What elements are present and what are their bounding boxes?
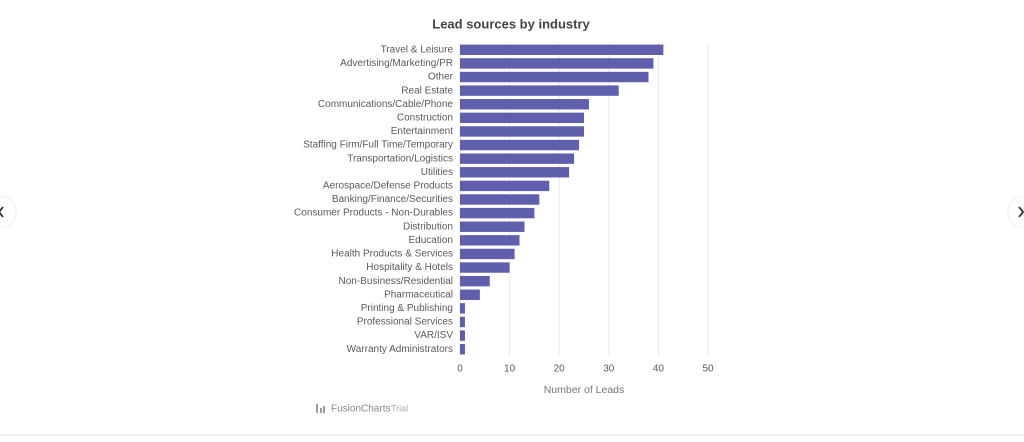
bar xyxy=(460,343,465,355)
watermark-icon xyxy=(316,404,325,413)
y-tick-label: VAR/ISV xyxy=(414,330,453,341)
x-tick-label: 0 xyxy=(457,364,463,375)
bar xyxy=(460,85,619,96)
y-tick-label: Non-Business/Residential xyxy=(338,276,453,287)
bar xyxy=(460,194,540,205)
bar xyxy=(460,289,480,300)
watermark-brand: FusionCharts xyxy=(331,404,390,415)
y-tick-label: Printing & Publishing xyxy=(361,303,453,314)
y-tick-label: Professional Services xyxy=(357,317,453,328)
bar xyxy=(460,167,570,178)
bar xyxy=(460,207,535,219)
x-tick-label: 20 xyxy=(554,364,566,375)
bar xyxy=(460,99,589,110)
y-tick-label: Banking/Finance/Securities xyxy=(332,194,453,205)
x-tick-label: 50 xyxy=(702,364,714,375)
y-tick-label: Education xyxy=(409,235,453,246)
y-tick-label: Distribution xyxy=(403,221,453,232)
y-tick-label: Entertainment xyxy=(391,126,453,137)
y-tick-label: Transportation/Logistics xyxy=(347,153,453,164)
bar xyxy=(460,153,575,164)
prev-button[interactable] xyxy=(0,195,17,229)
x-tick-label: 40 xyxy=(653,364,665,375)
bar xyxy=(460,235,520,246)
y-tick-label: Aerospace/Defense Products xyxy=(323,181,453,192)
bar xyxy=(460,71,649,83)
y-tick-label: Construction xyxy=(397,112,453,123)
y-tick-label: Utilities xyxy=(421,167,453,178)
y-tick-label: Travel & Leisure xyxy=(381,44,454,55)
y-tick-label: Advertising/Marketing/PR xyxy=(340,58,453,69)
bar xyxy=(460,330,465,341)
bar xyxy=(460,126,584,137)
y-tick-label: Health Products & Services xyxy=(331,249,453,260)
bar xyxy=(460,180,550,192)
y-tick-label: Real Estate xyxy=(401,85,453,96)
bar xyxy=(460,303,465,314)
y-tick-label: Warranty Administrators xyxy=(347,344,453,355)
x-axis-title: Number of Leads xyxy=(544,384,625,396)
watermark-note: Trial xyxy=(391,403,408,413)
x-tick-label: 30 xyxy=(603,364,615,375)
y-tick-label: Communications/Cable/Phone xyxy=(318,99,454,110)
chart-title: Lead sources by industry xyxy=(432,16,590,31)
bar xyxy=(460,112,584,124)
bar xyxy=(460,262,510,273)
bar xyxy=(460,316,465,328)
y-tick-label: Staffing Firm/Full Time/Temporary xyxy=(303,140,453,151)
bar xyxy=(460,58,654,69)
bar xyxy=(460,221,525,232)
y-tick-label: Other xyxy=(428,72,454,83)
bar xyxy=(460,139,580,151)
next-button[interactable] xyxy=(1007,195,1024,229)
bar xyxy=(460,248,515,260)
bar xyxy=(460,275,490,287)
y-tick-label: Pharmaceutical xyxy=(384,289,453,300)
y-tick-label: Consumer Products - Non-Durables xyxy=(294,208,453,219)
bar xyxy=(460,44,664,56)
x-tick-label: 10 xyxy=(504,364,516,375)
y-tick-label: Hospitality & Hotels xyxy=(366,262,453,273)
